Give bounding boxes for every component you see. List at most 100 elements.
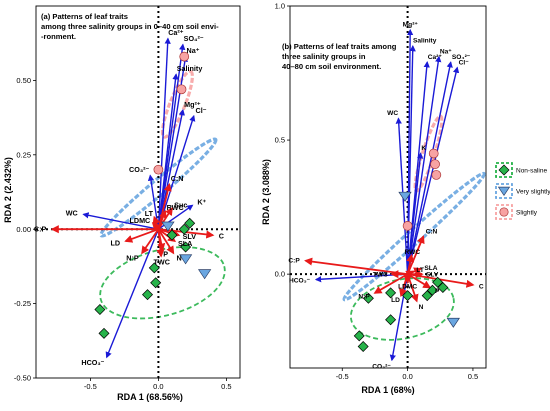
panel-a-point-slightly (179, 51, 190, 62)
panel-b-x-tick-label: 0.0 (402, 372, 412, 381)
panel-b-x-tick-label: -0.5 (336, 372, 349, 381)
panel-b-point-very-slightly (398, 191, 412, 202)
panel-a-vector-wc (82, 212, 159, 230)
panel-a-y-axis-label: RDA 2 (2.432%) (3, 157, 13, 223)
panel-b-vector-label-na: Na⁺ (440, 49, 452, 56)
panel-b-title-line-1: (b) Patterns of leaf traits among (282, 42, 397, 51)
panel-b-point-non-saline (385, 314, 397, 326)
panel-a-vector-label-k: K⁺ (197, 197, 206, 206)
legend-label-very-slightly: Very slightly (516, 188, 550, 195)
panel-a-vector-hco3 (105, 228, 160, 359)
panel-a-ellipse-non-saline (99, 246, 226, 320)
panel-a-y-tick-label: 0.50 (16, 76, 31, 85)
panel-a-vector-label-mg2: Mg²⁺ (184, 100, 201, 109)
panel-b-vector-labels: Salinity Mg²⁺ Ca²⁺Na⁺SO₄²⁻Cl⁻ WC K HCO₃⁻ CO₃²⁻… (288, 22, 483, 371)
panel-a-vector-n-p (141, 228, 160, 255)
panel-a-vector-label-n: N (177, 254, 182, 263)
panel-b-vector-c-n (406, 235, 425, 275)
panel-a-vector-twc (156, 229, 165, 258)
panel-b-point-slightly (428, 148, 439, 159)
panel-b-point-non-saline (353, 330, 365, 342)
panel-a-ellipse-very-slightly (99, 137, 218, 238)
panel-b-vector-label-so42: SO₄²⁻ (452, 54, 471, 61)
panel-b-vector-so42 (406, 61, 453, 275)
panel-a-title-line-1: (a) Patterns of leaf traits (41, 12, 128, 21)
panel-b-vector-label-lt: LT (416, 267, 424, 274)
panel-a-vector-label-suc: Suc (174, 201, 187, 210)
panel-b-vector-label-twc: TWC (373, 272, 388, 279)
panel-b-vector-label-slv: SLV (426, 272, 439, 279)
panel-a-ellipse-slightly (160, 69, 194, 139)
panel-a-vector-label-sla: SLA (178, 239, 192, 248)
panel-a-point-slightly (153, 164, 164, 175)
panel-a-vector-label-salinity: Salinity (177, 64, 203, 73)
legend-label-slightly: Slightly (516, 209, 538, 216)
panel-b: Salinity Mg²⁺ Ca²⁺Na⁺SO₄²⁻Cl⁻ WC K HCO₃⁻ CO₃²⁻… (261, 2, 487, 395)
panel-a-point-non-saline (178, 223, 190, 235)
panel-b-y-tick-label: 1.0 (275, 2, 285, 11)
panel-a-vector-label-ca2: Ca²⁺ (168, 28, 184, 37)
panel-a-point-very-slightly (178, 254, 193, 265)
panel-a-y-tick-label: -0.50 (14, 374, 31, 383)
panel-a-frame (35, 5, 241, 379)
legend-key-frame-slightly (495, 204, 513, 220)
panel-a-point-non-saline (184, 217, 196, 229)
panel-b-vector-na (406, 55, 442, 275)
panel-a-vector-label-rwc: RWC (167, 203, 184, 212)
panel-a-point-very-slightly (161, 221, 175, 232)
panel-b-vector-label-salinity: Salinity (413, 38, 437, 45)
panel-a-group-ellipses (99, 69, 226, 320)
panel-a-vector-label-slv: SLV (183, 232, 197, 241)
panel-b-point-slightly (402, 221, 413, 231)
panel-a-point-non-saline (142, 289, 154, 301)
panel-b-vector-label-rwc: RWC (405, 249, 421, 256)
panel-b-title-line-3: 40–80 cm soil environment. (282, 62, 381, 71)
panel-a-vector-label-hco3: HCO₃⁻ (81, 358, 104, 367)
panel-a-vector-label-cl: Cl⁻ (196, 106, 207, 115)
panel-b-point-non-saline (357, 341, 369, 353)
panel-a-x-axis-label: RDA 1 (68.56%) (117, 392, 183, 402)
panel-b-vector-label-mg2: Mg²⁺ (403, 22, 419, 29)
panel-a-vector-ldmc (151, 222, 161, 231)
panel-b-point-non-saline (432, 276, 444, 288)
panel-b-vector-label-k: K (421, 145, 426, 152)
panel-a: Ca²⁺SO₄²⁻ Na⁺ Salinity Mg²⁺Cl⁻ CO₃²⁻ K⁺ WC HCO₃… (3, 5, 241, 402)
panel-a-vector-label-lt: LT (145, 209, 154, 218)
panel-b-vector-cl (406, 66, 460, 275)
panel-a-vector-n (157, 228, 175, 255)
panel-a-vector-label-n-p: N:P (126, 253, 139, 262)
panel-b-vector-n-p (373, 273, 409, 294)
panel-a-vector-label-wc: WC (66, 209, 78, 218)
panel-a-points (94, 51, 212, 339)
panel-a-x-tick-label: 0.5 (221, 382, 231, 391)
panel-b-vector-label-cl: Cl⁻ (459, 59, 470, 66)
panel-b-point-non-saline (437, 282, 449, 294)
panel-b-y-tick-label: 0.5 (275, 136, 285, 145)
legend-label-non-saline: Non-saline (516, 167, 547, 174)
panel-b-vector-label-co32: CO₃²⁻ (372, 363, 391, 370)
panel-a-vector-label-so42: SO₄²⁻ (184, 34, 204, 43)
panel-b-vector-label-ld: LD (391, 297, 400, 304)
legend-marker-non-saline (498, 164, 510, 176)
panel-a-vector-labels: Ca²⁺SO₄²⁻ Na⁺ Salinity Mg²⁺Cl⁻ CO₃²⁻ K⁺ WC HCO₃… (34, 28, 224, 367)
panel-b-point-non-saline (421, 290, 433, 302)
panel-b-reference-lines (290, 6, 486, 368)
panel-b-point-non-saline (426, 284, 438, 296)
panel-a-vector-ca2 (157, 37, 171, 230)
panel-b-ticks: -0.5 0.0 0.5 0.0 0.5 1.0 (275, 2, 479, 381)
panel-b-vector-mg2 (406, 28, 414, 275)
panel-b-vector-ld (399, 273, 409, 298)
panel-b-point-non-saline (385, 287, 397, 299)
panel-a-vector-label-co32: CO₃²⁻ (129, 165, 149, 174)
panel-a-vector-label-c: C (219, 231, 224, 240)
panel-b-point-non-saline (362, 292, 374, 304)
panel-a-point-slightly (176, 84, 187, 95)
legend-marker-slightly (499, 207, 509, 217)
panel-a-vector-label-ld: LD (111, 239, 121, 248)
panel-b-vector-label-c: C (479, 283, 484, 290)
legend: Non-saline Very slightly Slightly (495, 162, 550, 220)
panel-b-y-axis-label: RDA 2 (3.088%) (261, 159, 271, 225)
panel-b-point-slightly (431, 170, 442, 180)
panel-a-vector-ld (124, 228, 159, 243)
